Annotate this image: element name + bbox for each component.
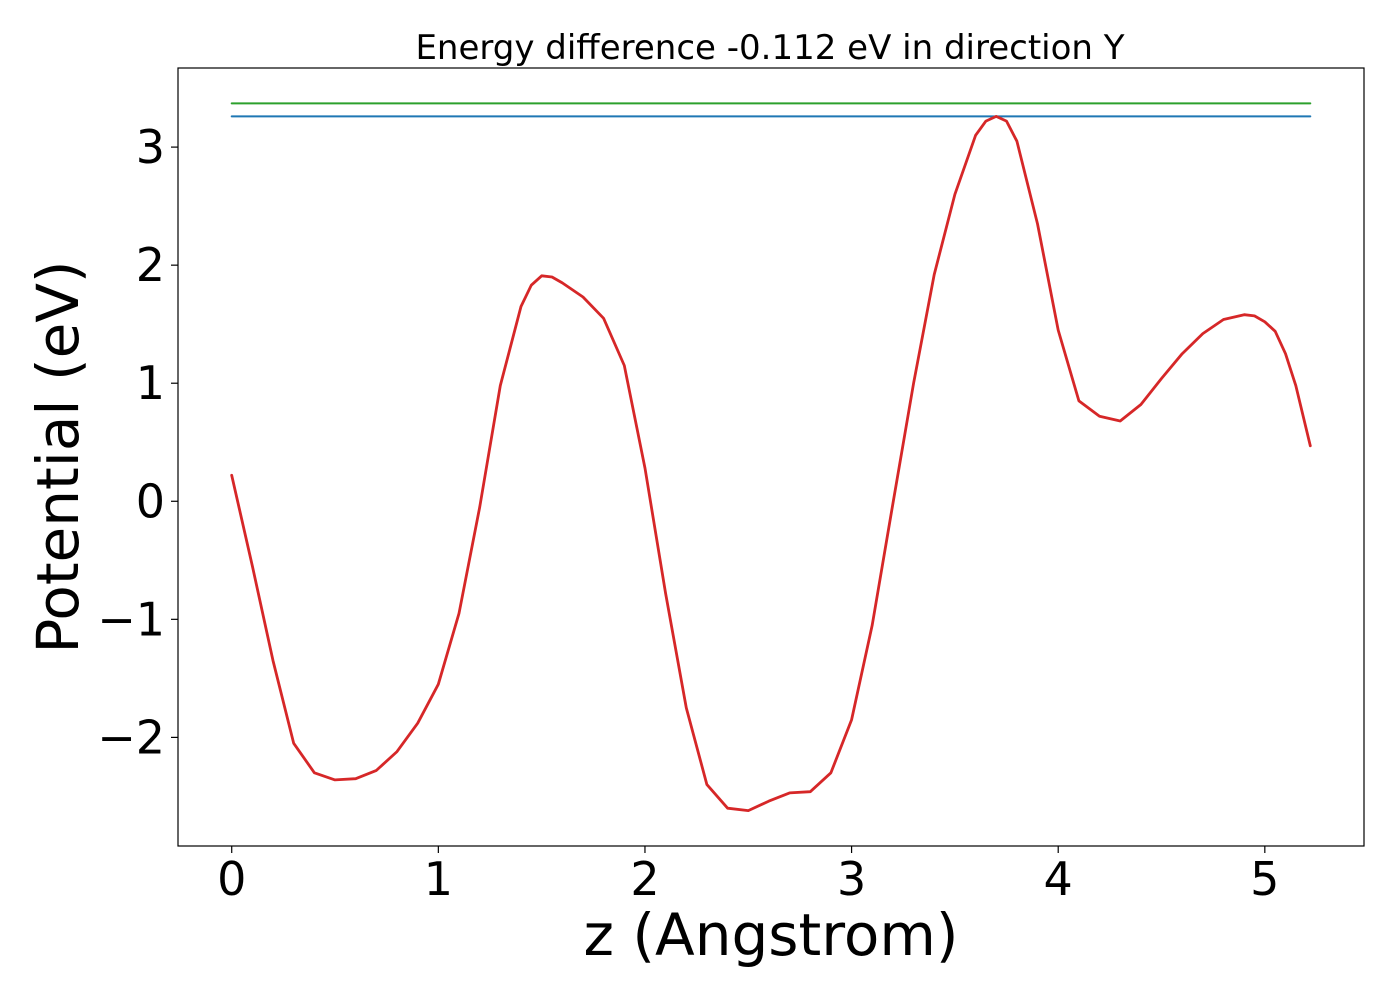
y-tick-label: −1: [97, 592, 165, 646]
x-axis-label: z (Angstrom): [584, 901, 959, 969]
plot-frame: [177, 67, 1365, 847]
y-tick-label: 0: [136, 474, 165, 528]
y-axis-label: Potential (eV): [24, 260, 92, 653]
series-layer: [230, 102, 1312, 812]
x-axis: 0 1 2 3 4 5: [217, 846, 1279, 906]
chart-title: Energy difference -0.112 eV in direction…: [415, 28, 1124, 68]
x-tick-label: 4: [1044, 852, 1073, 906]
x-tick-label: 0: [217, 852, 246, 906]
y-tick-label: 2: [136, 238, 165, 292]
x-tick-label: 5: [1250, 852, 1279, 906]
x-tick-label: 2: [630, 852, 659, 906]
y-axis: −2 −1 0 1 2 3: [97, 120, 178, 764]
x-tick-label: 1: [424, 852, 453, 906]
y-tick-label: −2: [97, 710, 165, 764]
y-tick-label: 3: [136, 120, 165, 174]
x-tick-label: 3: [837, 852, 866, 906]
y-tick-label: 1: [136, 356, 165, 410]
series-line-3: [230, 115, 1312, 812]
